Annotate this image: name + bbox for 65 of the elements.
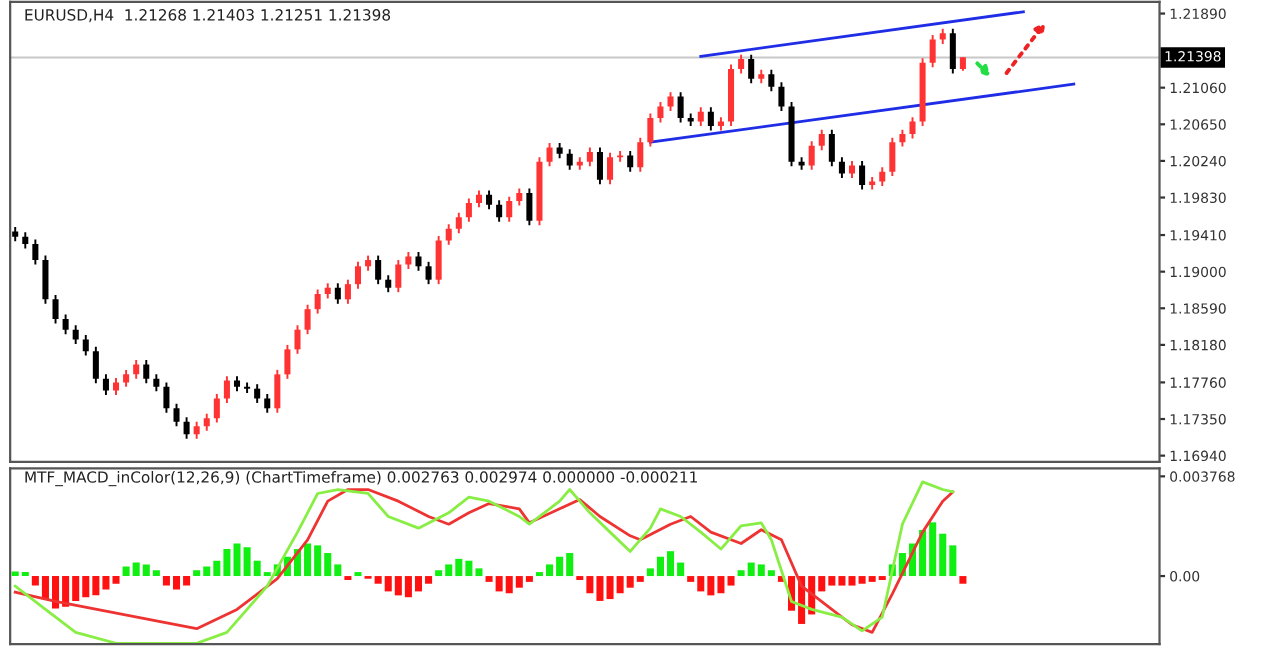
candlestick — [697, 106, 704, 128]
candlestick — [314, 288, 321, 315]
candlestick — [647, 112, 654, 148]
candlestick — [738, 53, 745, 75]
candlestick — [859, 159, 866, 191]
candlestick — [32, 238, 39, 266]
candlestick — [586, 146, 593, 168]
candlestick — [546, 142, 553, 168]
candlestick — [82, 334, 89, 357]
candlestick — [163, 381, 170, 414]
candlestick — [183, 416, 190, 440]
candlestick — [254, 383, 261, 404]
candlestick — [92, 345, 99, 385]
candlestick — [768, 68, 775, 93]
candlestick — [223, 375, 230, 404]
candlestick — [304, 303, 311, 336]
candlestick — [707, 106, 714, 132]
candlestick — [425, 260, 432, 286]
candlestick — [929, 34, 936, 69]
candlestick — [879, 166, 886, 187]
candlestick — [657, 101, 664, 124]
candlestick — [828, 128, 835, 168]
candlestick — [496, 199, 503, 223]
candlestick — [72, 324, 79, 345]
candlestick — [677, 91, 684, 124]
candlestick — [354, 260, 362, 290]
candlestick — [526, 187, 533, 227]
candlestick — [627, 150, 634, 173]
candlestick — [455, 211, 462, 235]
candlestick — [808, 140, 815, 171]
candlestick — [818, 128, 825, 152]
candlestick — [667, 91, 674, 112]
candlestick — [909, 116, 916, 140]
candlestick — [435, 234, 442, 286]
candlestick — [344, 278, 351, 305]
candlestick — [294, 324, 301, 355]
candlestick — [465, 197, 472, 223]
candlestick — [838, 156, 845, 179]
candlestick — [889, 136, 896, 178]
candlestick — [395, 259, 402, 294]
candlestick — [102, 373, 109, 396]
candlestick — [173, 402, 180, 428]
candlestick — [52, 293, 59, 325]
candlestick — [637, 136, 644, 173]
candlestick — [415, 251, 422, 272]
candlestick — [284, 343, 291, 380]
candlestick — [778, 81, 785, 112]
candlestick — [274, 368, 281, 414]
candlestick — [375, 254, 382, 286]
candlestick — [213, 393, 220, 424]
candlestick — [62, 313, 69, 336]
candlestick — [506, 195, 513, 223]
candlestick — [748, 53, 755, 85]
candlestick — [445, 223, 452, 246]
candlestick — [264, 393, 271, 414]
candlestick — [596, 146, 603, 186]
candlestick — [949, 27, 956, 75]
candlestick — [486, 189, 493, 211]
candlestick — [143, 359, 150, 385]
bar — [959, 576, 967, 584]
candlestick — [334, 282, 341, 305]
candlestick — [42, 254, 49, 305]
candlestick — [566, 148, 573, 171]
candlestick — [607, 151, 614, 186]
candlestick — [133, 359, 140, 380]
